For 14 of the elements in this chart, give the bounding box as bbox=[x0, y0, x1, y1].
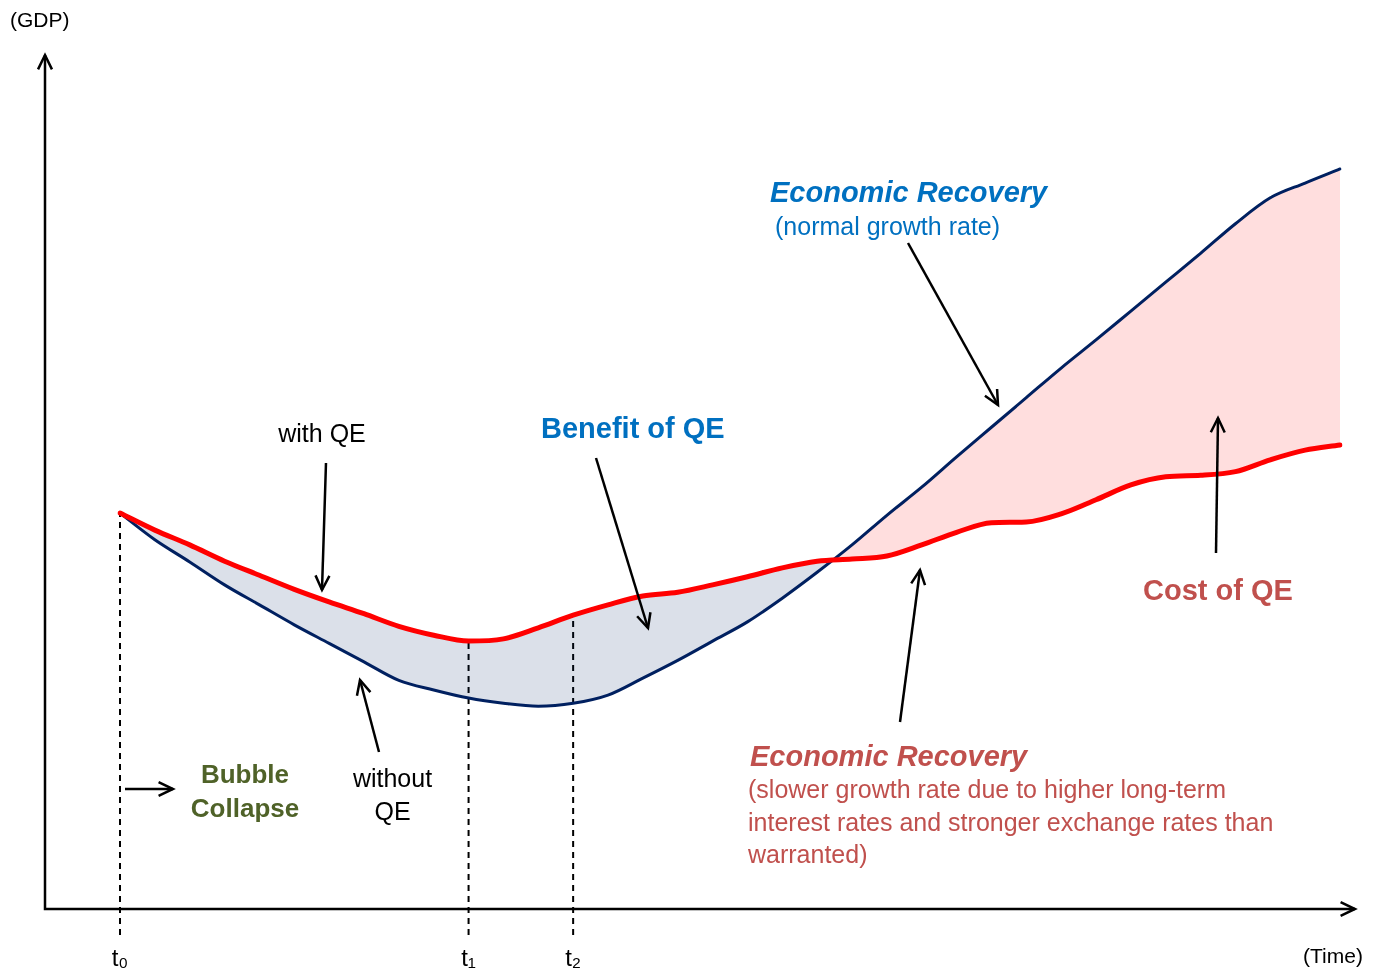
annotation: with QE bbox=[277, 418, 367, 449]
annotation: Bubble Collapse bbox=[189, 758, 301, 825]
annotation: Economic Recovery bbox=[770, 175, 1048, 210]
annotation: Cost of QE bbox=[1143, 573, 1293, 608]
annotation: (slower growth rate due to higher long-term interest rates and stronger exchange rates than warranted) bbox=[748, 774, 1275, 870]
text: (GDP) bbox=[10, 7, 70, 33]
annotation: Economic Recovery bbox=[750, 739, 1028, 774]
annotation: without QE bbox=[351, 763, 434, 827]
annotation: Benefit of QE bbox=[541, 411, 725, 446]
annotation: (normal growth rate) bbox=[775, 211, 1001, 242]
x-axis-title: (Time) bbox=[1303, 943, 1363, 969]
x-tick-label: t₂ bbox=[565, 944, 582, 972]
x-tick-label: t₀ bbox=[111, 944, 129, 972]
x-tick-label: t₁ bbox=[461, 944, 476, 972]
